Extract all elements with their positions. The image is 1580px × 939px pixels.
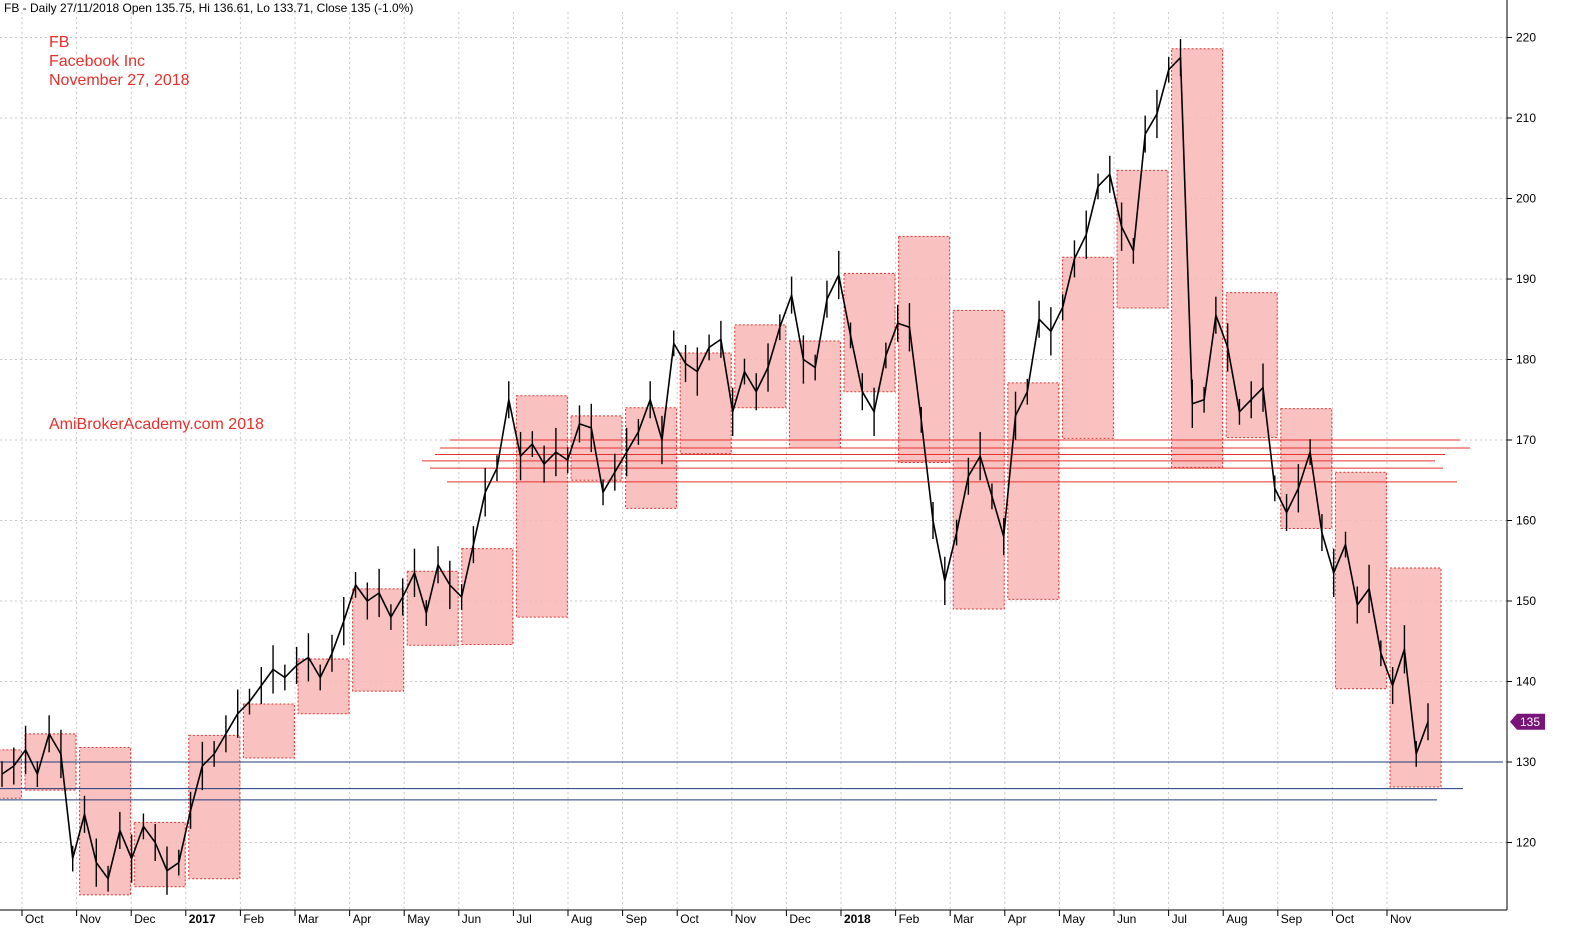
y-tick-label: 180 bbox=[1516, 353, 1536, 367]
monthly-range-box bbox=[734, 324, 787, 409]
y-tick-label: 140 bbox=[1516, 675, 1536, 689]
monthly-range-box bbox=[1007, 382, 1060, 600]
x-tick-label: Mar bbox=[298, 912, 319, 926]
monthly-range-box bbox=[242, 703, 295, 759]
monthly-range-box bbox=[297, 658, 350, 715]
monthly-range-box bbox=[515, 395, 568, 618]
x-tick-label: Jul bbox=[1172, 912, 1187, 926]
last-price-label: 135 bbox=[1520, 715, 1540, 729]
monthly-range-box bbox=[625, 407, 678, 509]
chart-info-line: FB - Daily 27/11/2018 Open 135.75, Hi 13… bbox=[4, 1, 414, 15]
price-line bbox=[1, 56, 1429, 880]
x-tick-label: Oct bbox=[680, 912, 699, 926]
x-tick-label: Feb bbox=[243, 912, 264, 926]
x-tick-label: Sep bbox=[626, 912, 648, 926]
monthly-range-box bbox=[1334, 471, 1387, 690]
x-tick-label: Dec bbox=[789, 912, 810, 926]
monthly-range-box bbox=[898, 235, 951, 464]
monthly-range-box bbox=[461, 548, 514, 645]
x-tick-label: Mar bbox=[953, 912, 974, 926]
x-tick-label: May bbox=[407, 912, 430, 926]
x-tick-label: Oct bbox=[25, 912, 44, 926]
date-label: November 27, 2018 bbox=[49, 72, 190, 89]
x-tick-label: Aug bbox=[1226, 912, 1247, 926]
y-tick-label: 200 bbox=[1516, 192, 1536, 206]
x-tick-label: Apr bbox=[353, 912, 372, 926]
monthly-range-box bbox=[1171, 48, 1224, 468]
price-series bbox=[1, 39, 1429, 895]
company-label: Facebook Inc bbox=[49, 53, 146, 70]
watermark-text: AmiBrokerAcademy.com 2018 bbox=[49, 416, 264, 433]
y-tick-label: 170 bbox=[1516, 433, 1536, 447]
y-tick-label: 210 bbox=[1516, 111, 1536, 125]
x-tick-label: Apr bbox=[1008, 912, 1027, 926]
y-tick-label: 160 bbox=[1516, 514, 1536, 528]
x-tick-label: Oct bbox=[1335, 912, 1354, 926]
x-tick-label: May bbox=[1062, 912, 1085, 926]
chart-annotation: FB Facebook Inc November 27, 2018 bbox=[49, 33, 190, 90]
axes-layer: Oct Nov Dec 2017 Feb Mar Apr May Jun Jul Aug Sep Oct… bbox=[0, 0, 1545, 926]
x-tick-label: Sep bbox=[1281, 912, 1303, 926]
monthly-range-box bbox=[79, 747, 132, 896]
monthly-range-box bbox=[843, 272, 896, 393]
monthly-range-boxes bbox=[0, 48, 1442, 896]
monthly-range-box bbox=[352, 588, 405, 692]
x-tick-label: Nov bbox=[735, 912, 756, 926]
x-tick-label: Dec bbox=[134, 912, 155, 926]
x-tick-label: Nov bbox=[1390, 912, 1411, 926]
y-tick-label: 130 bbox=[1516, 755, 1536, 769]
x-tick-label: 2017 bbox=[189, 912, 216, 926]
x-tick-label: 2018 bbox=[844, 912, 871, 926]
x-tick-label: Jul bbox=[516, 912, 531, 926]
x-tick-label: Aug bbox=[571, 912, 592, 926]
y-tick-label: 190 bbox=[1516, 272, 1536, 286]
y-tick-label: 220 bbox=[1516, 31, 1536, 45]
x-tick-label: Feb bbox=[899, 912, 920, 926]
monthly-range-box bbox=[679, 352, 732, 455]
y-tick-label: 150 bbox=[1516, 594, 1536, 608]
symbol-label: FB bbox=[49, 34, 70, 51]
x-tick-label: Jun bbox=[1117, 912, 1136, 926]
x-tick-label: Nov bbox=[80, 912, 101, 926]
last-price-tag bbox=[1510, 713, 1545, 730]
monthly-range-box bbox=[1116, 169, 1169, 309]
y-tick-label: 120 bbox=[1516, 836, 1536, 850]
monthly-range-box bbox=[1061, 256, 1114, 439]
x-tick-label: Jun bbox=[462, 912, 481, 926]
